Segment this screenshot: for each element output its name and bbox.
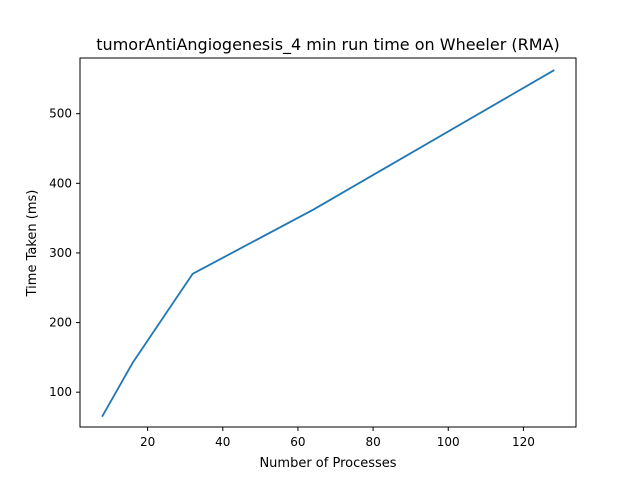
series-line bbox=[101, 69, 555, 418]
y-tick-label: 500 bbox=[49, 107, 72, 121]
x-axis-label: Number of Processes bbox=[259, 456, 396, 471]
x-tick-label: 60 bbox=[290, 435, 305, 449]
y-tick-label: 100 bbox=[49, 385, 72, 399]
chart-title: tumorAntiAngiogenesis_4 min run time on … bbox=[96, 35, 559, 55]
x-tick-label: 20 bbox=[140, 435, 155, 449]
y-axis-label: Time Taken (ms) bbox=[25, 190, 40, 298]
y-tick-label: 400 bbox=[49, 176, 72, 190]
x-axis-ticks: 20 40 60 80 100 120 bbox=[140, 427, 535, 449]
series-layer bbox=[101, 69, 555, 418]
plot-frame bbox=[79, 57, 577, 428]
x-tick-label: 100 bbox=[437, 435, 460, 449]
y-axis-ticks: 100 200 300 400 500 bbox=[49, 107, 80, 399]
x-tick-label: 120 bbox=[512, 435, 535, 449]
x-tick-label: 80 bbox=[365, 435, 380, 449]
x-tick-label: 40 bbox=[215, 435, 230, 449]
y-tick-label: 300 bbox=[49, 246, 72, 260]
plot-area: 20 40 60 80 100 120 100 200 300 400 500 bbox=[49, 57, 577, 449]
y-tick-label: 200 bbox=[49, 316, 72, 330]
